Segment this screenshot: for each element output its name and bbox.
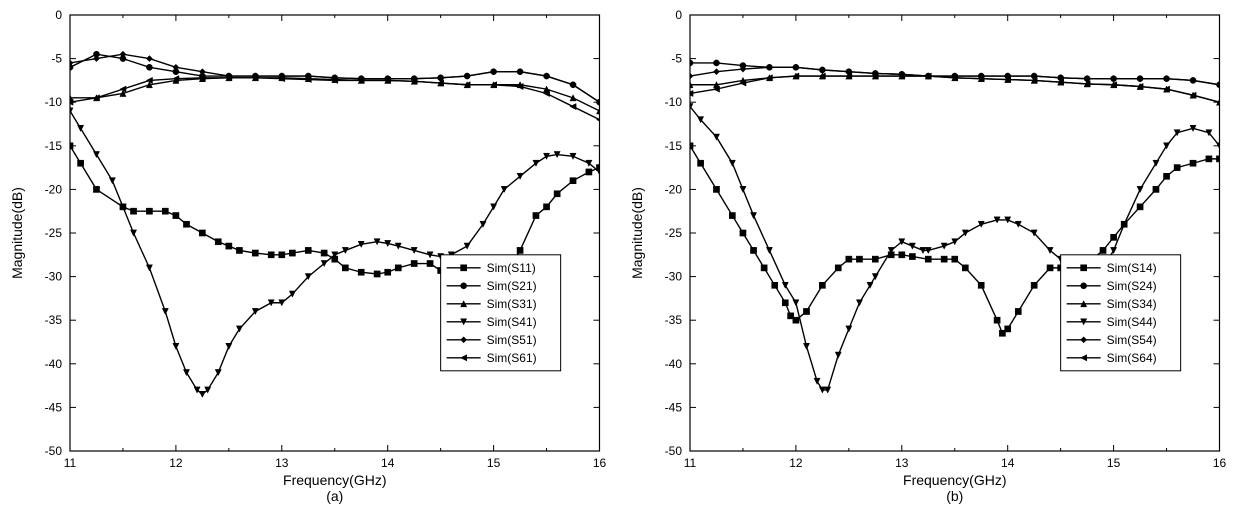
svg-text:14: 14 <box>1001 456 1015 470</box>
svg-text:-10: -10 <box>45 95 63 109</box>
svg-text:-20: -20 <box>45 182 63 196</box>
svg-text:-5: -5 <box>51 52 62 66</box>
svg-text:13: 13 <box>895 456 909 470</box>
svg-text:15: 15 <box>1106 456 1120 470</box>
svg-text:Sim(S11): Sim(S11) <box>487 261 536 275</box>
svg-text:-30: -30 <box>45 270 63 284</box>
svg-text:11: 11 <box>64 456 77 470</box>
svg-text:16: 16 <box>1212 456 1226 470</box>
svg-text:13: 13 <box>275 456 289 470</box>
svg-text:Sim(S64): Sim(S64) <box>1106 351 1156 365</box>
svg-text:Sim(S51): Sim(S51) <box>487 333 537 347</box>
svg-text:-10: -10 <box>664 95 682 109</box>
svg-text:-30: -30 <box>664 270 682 284</box>
svg-text:-40: -40 <box>664 357 682 371</box>
svg-text:-45: -45 <box>664 400 682 414</box>
svg-text:-50: -50 <box>664 444 682 458</box>
svg-text:Sim(S41): Sim(S41) <box>487 315 537 329</box>
svg-text:Sim(S21): Sim(S21) <box>487 279 537 293</box>
svg-text:-35: -35 <box>664 313 682 327</box>
figure-panels: 111213141516-50-45-40-35-30-25-20-15-10-… <box>0 0 1239 506</box>
svg-text:(a): (a) <box>326 488 343 504</box>
svg-text:-25: -25 <box>664 226 682 240</box>
svg-text:12: 12 <box>169 456 183 470</box>
svg-text:16: 16 <box>593 456 607 470</box>
svg-text:Sim(S61): Sim(S61) <box>487 351 537 365</box>
svg-text:12: 12 <box>789 456 803 470</box>
svg-text:Frequency(GHz): Frequency(GHz) <box>903 472 1006 488</box>
chart-a-svg: 111213141516-50-45-40-35-30-25-20-15-10-… <box>0 0 620 506</box>
svg-text:Sim(S44): Sim(S44) <box>1106 315 1156 329</box>
panel-b: 111213141516-50-45-40-35-30-25-20-15-10-… <box>620 0 1239 506</box>
svg-text:-15: -15 <box>45 139 63 153</box>
svg-text:0: 0 <box>675 8 682 22</box>
panel-a: 111213141516-50-45-40-35-30-25-20-15-10-… <box>0 0 620 506</box>
svg-text:-25: -25 <box>45 226 63 240</box>
svg-text:-40: -40 <box>45 357 63 371</box>
svg-text:Magnitude(dB): Magnitude(dB) <box>9 187 25 279</box>
svg-text:Sim(S14): Sim(S14) <box>1106 261 1156 275</box>
svg-text:-20: -20 <box>664 182 682 196</box>
svg-text:-50: -50 <box>45 444 63 458</box>
svg-text:Sim(S31): Sim(S31) <box>487 297 537 311</box>
svg-text:0: 0 <box>55 8 62 22</box>
svg-text:Sim(S34): Sim(S34) <box>1106 297 1156 311</box>
svg-text:-15: -15 <box>664 139 682 153</box>
svg-text:Frequency(GHz): Frequency(GHz) <box>283 472 386 488</box>
svg-text:(b): (b) <box>946 488 963 504</box>
svg-text:Magnitude(dB): Magnitude(dB) <box>629 187 645 279</box>
svg-text:-5: -5 <box>671 52 682 66</box>
svg-text:15: 15 <box>487 456 501 470</box>
svg-text:Sim(S54): Sim(S54) <box>1106 333 1156 347</box>
svg-text:-35: -35 <box>45 313 63 327</box>
svg-text:14: 14 <box>381 456 395 470</box>
svg-text:-45: -45 <box>45 400 63 414</box>
svg-text:Sim(S24): Sim(S24) <box>1106 279 1156 293</box>
chart-b-svg: 111213141516-50-45-40-35-30-25-20-15-10-… <box>620 0 1239 506</box>
svg-text:11: 11 <box>683 456 696 470</box>
